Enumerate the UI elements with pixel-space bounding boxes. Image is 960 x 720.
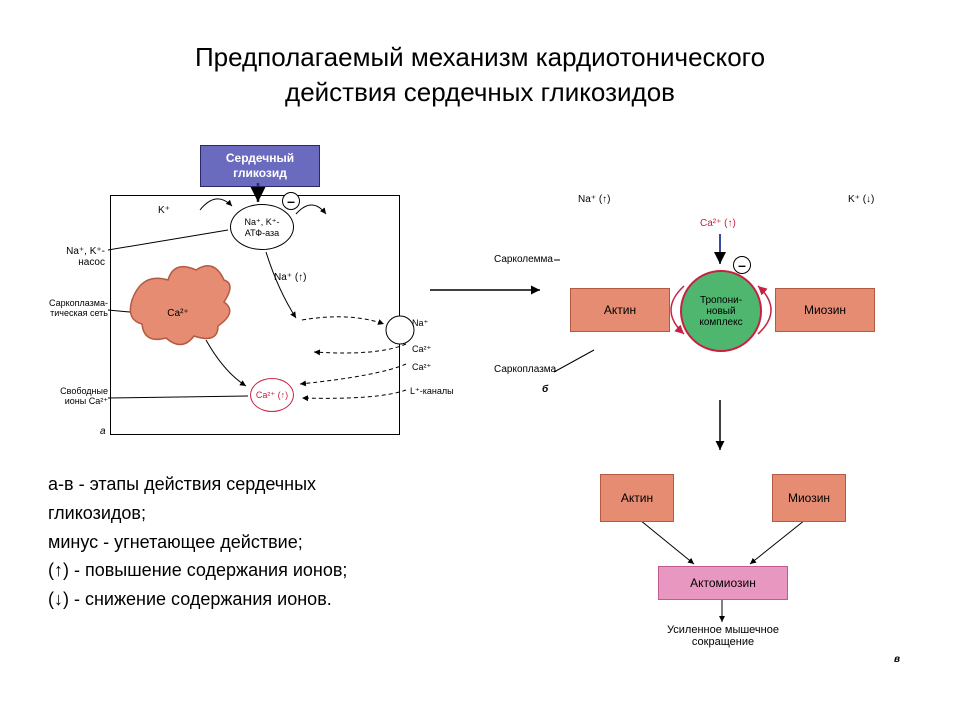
- actin-label-c: Актин: [621, 491, 653, 505]
- k-plus-label: K⁺: [158, 205, 170, 216]
- glycoside-label: Сердечный гликозид: [226, 151, 294, 180]
- title-line-2: действия сердечных гликозидов: [285, 77, 675, 107]
- myosin-box-c: Миозин: [772, 474, 846, 522]
- atpase-circle: Na⁺, K⁺- АТФ-аза: [230, 204, 294, 250]
- troponin-label: Тропони- новый комплекс: [699, 295, 742, 328]
- na-rise-label: Na⁺ (↑): [274, 272, 307, 283]
- legend-line-2: гликозидов;: [48, 499, 488, 528]
- legend-line-3: минус - угнетающее действие;: [48, 528, 488, 557]
- sarcolemma-label: Сарколемма: [494, 254, 553, 265]
- marker-v: в: [894, 654, 900, 665]
- myosin-box-b: Миозин: [775, 288, 875, 332]
- l-channels-label: L⁺-каналы: [410, 386, 454, 397]
- legend-line-1: а-в - этапы действия сердечных: [48, 470, 488, 499]
- marker-a: а: [100, 426, 106, 437]
- sarcoplasm-label: Саркоплазма: [494, 364, 556, 375]
- minus-icon-b: –: [733, 256, 751, 274]
- title-line-1: Предполагаемый механизм кардиотоническог…: [195, 42, 765, 72]
- minus-icon-a: –: [282, 192, 300, 210]
- troponin-circle: Тропони- новый комплекс: [680, 270, 762, 352]
- sr-label: Саркоплазма- тическая сеть: [38, 298, 108, 318]
- marker-b: б: [542, 384, 548, 395]
- contraction-label: Усиленное мышечное сокращение: [648, 624, 798, 648]
- atpase-label: Na⁺, K⁺- АТФ-аза: [244, 217, 279, 238]
- myosin-label-c: Миозин: [788, 491, 830, 505]
- na-rise-b: Na⁺ (↑): [578, 194, 611, 205]
- ca-rise-circle: Ca²⁺ (↑): [250, 378, 294, 412]
- actin-box-c: Актин: [600, 474, 674, 522]
- legend: а-в - этапы действия сердечных гликозидо…: [48, 470, 488, 614]
- actin-label-b: Актин: [604, 303, 636, 317]
- free-ions-label: Свободные ионы Ca²⁺: [42, 386, 108, 407]
- ca-ex2-label: Ca²⁺: [412, 362, 431, 373]
- glycoside-box: Сердечный гликозид: [200, 145, 320, 187]
- actomyosin-box: Актомиозин: [658, 566, 788, 600]
- ca-rise-label: Ca²⁺ (↑): [256, 390, 288, 401]
- slide-title: Предполагаемый механизм кардиотоническог…: [0, 0, 960, 110]
- pump-label: Na⁺, K⁺-насос: [50, 246, 105, 268]
- na-ex-label: Na⁺: [412, 318, 428, 329]
- legend-line-4: (↑) - повышение содержания ионов;: [48, 556, 488, 585]
- actin-box-b: Актин: [570, 288, 670, 332]
- myosin-label-b: Миозин: [804, 303, 846, 317]
- ca-ex1-label: Ca²⁺: [412, 344, 431, 355]
- actomyosin-label: Актомиозин: [690, 576, 756, 590]
- legend-line-5: (↓) - снижение содержания ионов.: [48, 585, 488, 614]
- ca-rise-b: Ca²⁺ (↑): [700, 218, 736, 229]
- k-fall-b: K⁺ (↓): [848, 194, 874, 205]
